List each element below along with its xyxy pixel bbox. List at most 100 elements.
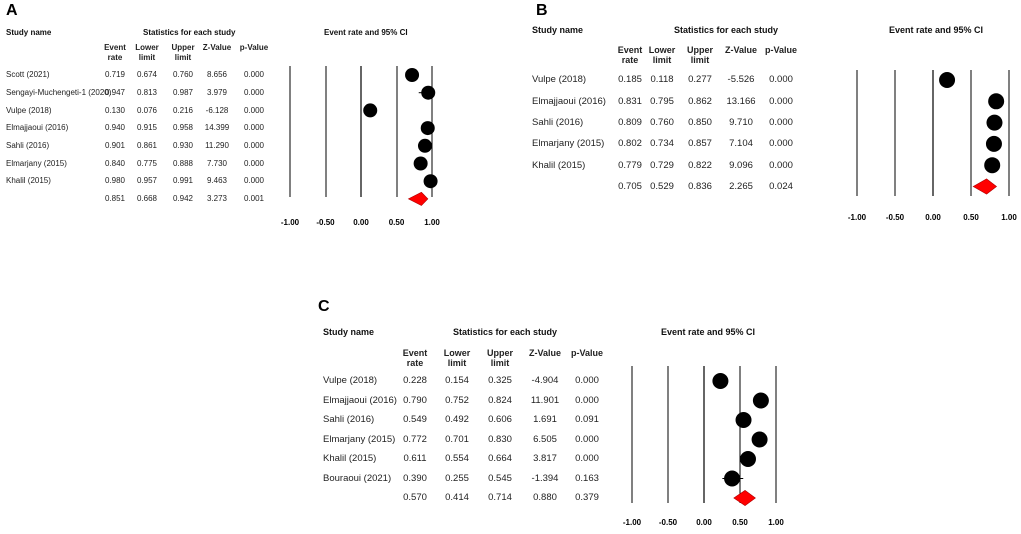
study-value: -5.526 bbox=[727, 74, 755, 86]
pooled-value: 0.942 bbox=[172, 194, 194, 204]
plot-title: Event rate and 95% CI bbox=[889, 25, 984, 35]
pooled-value: 0.570 bbox=[403, 492, 427, 504]
study-value: 0.000 bbox=[243, 141, 265, 150]
study-value: 0.000 bbox=[575, 433, 599, 445]
study-value: 0.957 bbox=[136, 176, 158, 186]
column-header: Upper limit bbox=[680, 45, 720, 65]
column-header: Z-Value bbox=[200, 43, 234, 53]
x-tick-label: 0.50 bbox=[963, 213, 979, 222]
forest-panel-b: B Study name Statistics for each study E… bbox=[0, 0, 1021, 240]
study-value: 0.130 bbox=[104, 105, 126, 115]
x-tick-label: 1.00 bbox=[424, 218, 440, 227]
study-value: 9.463 bbox=[206, 176, 228, 186]
study-name: Scott (2021) bbox=[6, 70, 50, 80]
study-name-header: Study name bbox=[323, 327, 375, 337]
study-value: 7.730 bbox=[206, 158, 228, 168]
study-value: 0.840 bbox=[104, 158, 126, 168]
study-value: 0.611 bbox=[403, 453, 427, 465]
study-value: 7.104 bbox=[729, 138, 753, 150]
study-value: 0.091 bbox=[575, 414, 599, 426]
study-value: 0.118 bbox=[650, 74, 674, 86]
study-value: 3.817 bbox=[533, 453, 557, 465]
study-value: 0.000 bbox=[243, 70, 265, 80]
study-value: -6.128 bbox=[205, 105, 229, 115]
study-value: 0.831 bbox=[618, 95, 642, 107]
column-header-line2: limit bbox=[138, 53, 156, 62]
stats-header: Statistics for each study bbox=[453, 327, 558, 337]
study-marker bbox=[413, 156, 428, 171]
study-value: 0.000 bbox=[769, 116, 793, 128]
study-marker bbox=[939, 72, 956, 88]
study-name: Sahli (2016) bbox=[323, 414, 375, 426]
column-header-line1: Lower bbox=[443, 348, 471, 358]
column-header: Lower limit bbox=[437, 348, 477, 368]
study-value: 0.980 bbox=[104, 176, 126, 186]
study-value: 0.163 bbox=[575, 472, 599, 484]
study-name: Bouraoui (2021) bbox=[323, 472, 392, 484]
x-tick-label: 0.50 bbox=[389, 218, 405, 227]
study-value: 3.979 bbox=[206, 87, 228, 97]
study-value: 0.802 bbox=[618, 138, 642, 150]
column-header-line1: Lower bbox=[648, 45, 676, 55]
column-header: p-Value bbox=[761, 45, 801, 55]
study-name: Elmarjany (2015) bbox=[323, 433, 396, 445]
study-value: 0.760 bbox=[172, 70, 194, 80]
study-name: Elmarjany (2015) bbox=[6, 158, 67, 168]
panel-label: B bbox=[536, 2, 548, 19]
pooled-diamond bbox=[972, 178, 998, 195]
study-value: 0.987 bbox=[172, 87, 194, 97]
study-value: 0.862 bbox=[688, 95, 712, 107]
study-marker bbox=[739, 451, 756, 467]
study-value: 1.691 bbox=[533, 414, 557, 426]
x-tick-label: -1.00 bbox=[281, 218, 300, 227]
x-tick-label: 1.00 bbox=[768, 518, 784, 527]
x-tick-label: -0.50 bbox=[886, 213, 905, 222]
pooled-value: 0.836 bbox=[688, 180, 712, 192]
study-value: 0.729 bbox=[650, 159, 674, 171]
column-header: Lower limit bbox=[130, 43, 164, 63]
study-value: 0.822 bbox=[688, 159, 712, 171]
study-name: Sahli (2016) bbox=[6, 141, 50, 150]
column-header: Upper limit bbox=[480, 348, 520, 368]
study-value: 0.076 bbox=[136, 105, 158, 115]
study-marker bbox=[420, 121, 435, 136]
study-value: 0.549 bbox=[403, 414, 427, 426]
study-marker bbox=[712, 373, 729, 389]
study-value: 0.545 bbox=[488, 472, 512, 484]
stats-header: Statistics for each study bbox=[143, 28, 236, 37]
study-value: 0.154 bbox=[445, 375, 469, 387]
study-value: 0.857 bbox=[688, 138, 712, 150]
forest-panel-a: A Study name Statistics for each study E… bbox=[0, 0, 520, 240]
column-header-line2: rate bbox=[406, 358, 424, 368]
study-value: 0.606 bbox=[488, 414, 512, 426]
study-value: 0.701 bbox=[445, 433, 469, 445]
column-header-line1: Upper bbox=[486, 348, 513, 358]
study-value: 0.000 bbox=[769, 138, 793, 150]
column-header-line2: limit bbox=[174, 53, 192, 62]
study-value: 0.000 bbox=[243, 123, 265, 133]
study-marker bbox=[751, 431, 768, 448]
study-name: Vulpe (2018) bbox=[323, 375, 378, 387]
column-header-line1: Z-Value bbox=[202, 43, 232, 52]
study-marker bbox=[985, 135, 1002, 152]
study-name: Khalil (2015) bbox=[323, 453, 377, 465]
study-marker bbox=[752, 392, 769, 409]
study-name: Vulpe (2018) bbox=[6, 105, 52, 115]
x-tick-label: -0.50 bbox=[659, 518, 678, 527]
column-header: Event rate bbox=[98, 43, 132, 63]
study-value: 0.664 bbox=[488, 453, 512, 465]
study-value: 0.809 bbox=[618, 116, 642, 128]
column-header-line1: Event bbox=[402, 348, 428, 358]
study-value: 0.185 bbox=[618, 74, 642, 86]
pooled-value: 0.379 bbox=[575, 492, 599, 504]
column-header-line1: Event bbox=[617, 45, 643, 55]
study-value: 0.915 bbox=[136, 123, 158, 133]
column-header-line2: limit bbox=[690, 55, 710, 65]
study-value: 0.760 bbox=[650, 116, 674, 128]
pooled-value: 0.529 bbox=[650, 180, 674, 192]
column-header-line2: rate bbox=[621, 55, 639, 65]
study-value: -4.904 bbox=[531, 375, 559, 387]
study-value: -1.394 bbox=[531, 472, 559, 484]
study-marker bbox=[984, 157, 1001, 174]
